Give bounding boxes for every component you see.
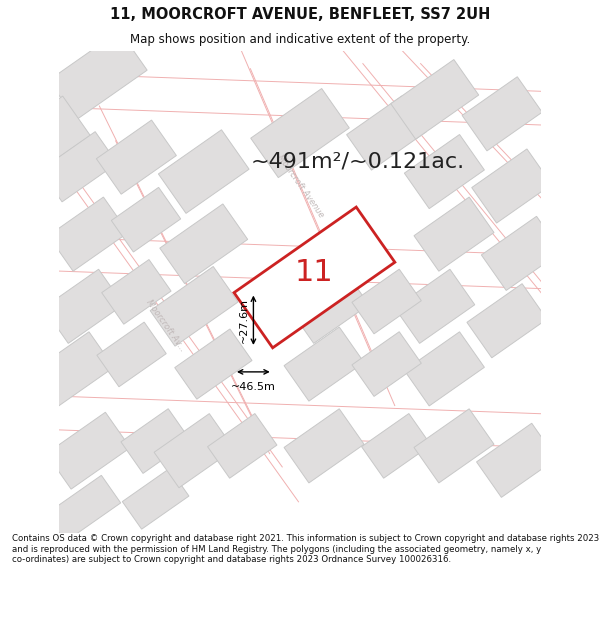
Polygon shape	[395, 269, 475, 343]
Text: Moorcroft Av...: Moorcroft Av...	[144, 298, 187, 353]
Text: 11: 11	[295, 258, 334, 287]
Polygon shape	[352, 332, 421, 396]
Polygon shape	[154, 414, 234, 488]
Polygon shape	[40, 132, 117, 202]
Polygon shape	[0, 96, 90, 179]
Polygon shape	[112, 188, 181, 252]
Polygon shape	[362, 414, 431, 478]
Polygon shape	[158, 130, 249, 213]
Polygon shape	[101, 259, 171, 324]
Polygon shape	[284, 409, 364, 483]
Polygon shape	[234, 207, 395, 348]
Polygon shape	[467, 284, 547, 357]
Polygon shape	[284, 327, 364, 401]
Polygon shape	[391, 59, 479, 139]
Text: ~27.6m: ~27.6m	[239, 298, 248, 343]
Polygon shape	[97, 322, 166, 387]
Polygon shape	[289, 269, 369, 343]
Text: Map shows position and indicative extent of the property.: Map shows position and indicative extent…	[130, 34, 470, 46]
Text: Moorcroft Avenue: Moorcroft Avenue	[275, 153, 325, 219]
Polygon shape	[46, 412, 130, 489]
Polygon shape	[160, 204, 248, 284]
Text: ~491m²/~0.121ac.: ~491m²/~0.121ac.	[251, 152, 465, 172]
Polygon shape	[481, 216, 562, 291]
Text: 11, MOORCROFT AVENUE, BENFLEET, SS7 2UH: 11, MOORCROFT AVENUE, BENFLEET, SS7 2UH	[110, 7, 490, 22]
Polygon shape	[462, 77, 542, 151]
Polygon shape	[46, 476, 121, 541]
Polygon shape	[121, 409, 190, 473]
Polygon shape	[404, 332, 484, 406]
Polygon shape	[208, 414, 277, 478]
Polygon shape	[34, 332, 114, 406]
Polygon shape	[476, 423, 557, 498]
Polygon shape	[49, 31, 147, 120]
Polygon shape	[251, 89, 349, 177]
Polygon shape	[352, 269, 421, 334]
Polygon shape	[48, 197, 128, 271]
Polygon shape	[150, 266, 238, 346]
Polygon shape	[414, 409, 494, 483]
Polygon shape	[347, 96, 427, 170]
Polygon shape	[414, 197, 494, 271]
Polygon shape	[122, 469, 189, 529]
Text: ~46.5m: ~46.5m	[231, 381, 276, 391]
Polygon shape	[472, 149, 552, 223]
Text: Contains OS data © Crown copyright and database right 2021. This information is : Contains OS data © Crown copyright and d…	[12, 534, 599, 564]
Polygon shape	[404, 134, 484, 209]
Polygon shape	[175, 329, 252, 399]
Polygon shape	[97, 120, 176, 194]
Polygon shape	[43, 269, 124, 343]
